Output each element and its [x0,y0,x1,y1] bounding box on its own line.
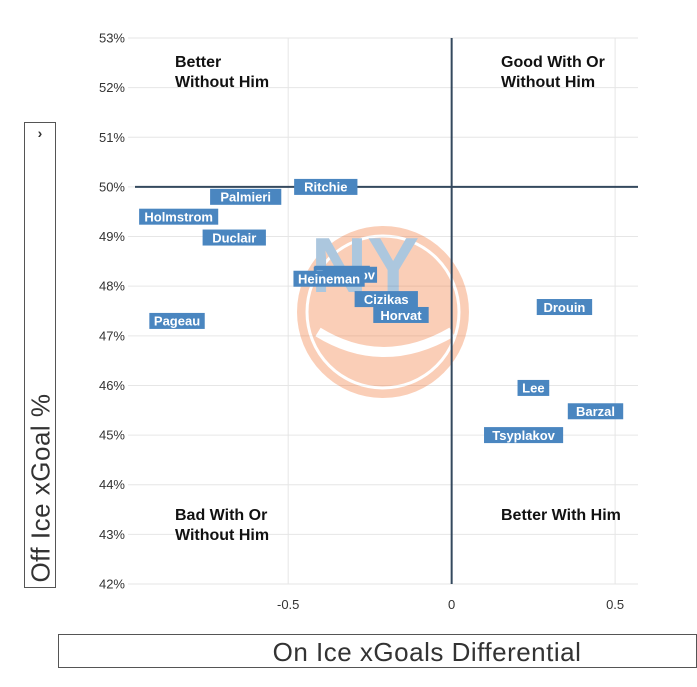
quadrant-label-line: Good With Or [501,54,605,71]
point-label: Ritchie [304,180,347,195]
quadrant-label-bad-with-or-without-him: Bad With Or Without Him [175,507,269,544]
y-axis-label: Off Ice xGoal % [25,393,56,583]
y-tick-label: 53% [99,31,125,46]
point-duclair: Duclair [202,229,266,246]
point-label-bg [373,306,429,323]
y-tick-label: 45% [99,428,125,443]
y-tick-label: 50% [99,179,125,194]
y-tick-label: 52% [99,80,125,95]
chevron-right-icon[interactable]: › [37,125,43,141]
point-label-bg [536,299,593,316]
point-label-bg [293,270,365,287]
x-tick-label: 0.5 [606,597,624,612]
y-tick-label: 43% [99,527,125,542]
point-holmstrom: Holmstrom [139,208,219,225]
point-label: Horvat [380,308,422,323]
quadrant-label-good-with-or-without-him: Good With Or Without Him [501,54,605,91]
y-axis-ticks: 42% 43% 44% 45% 46% 47% 48% 49% 50% 51% 52% 53% [99,31,125,592]
point-label: Tsyplakov [492,428,555,443]
x-tick-label: 0 [448,597,455,612]
point-label-bg [202,229,266,246]
y-tick-label: 51% [99,130,125,145]
point-label-bg [354,291,418,308]
quadrant-label-line: Without Him [501,74,595,91]
quadrant-label-line: Better With Him [501,507,621,524]
point-label: Heineman [298,272,360,287]
x-axis-label-box[interactable]: On Ice xGoals Differential [58,634,697,668]
point-label-bg [294,178,358,195]
point-palmieri: Palmieri [210,188,282,205]
reference-lines [135,38,638,584]
point-label-bg [149,312,205,329]
point-label-bg [517,379,550,396]
point-label: Barzal [576,404,615,419]
x-axis-ticks: -0.5 0 0.5 [277,597,624,612]
point-drouin: Drouin [536,299,593,316]
point-horvat: Horvat [373,306,429,323]
point-label: Drouin [543,300,585,315]
point-label-bg [210,188,282,205]
quadrant-label-better-without-him: Better Without Him [175,54,269,91]
y-tick-label: 42% [99,577,125,592]
point-label-bg [139,208,219,225]
point-label-bg [567,403,624,420]
point-label: Pageau [154,314,200,329]
point-label: Duclair [212,230,256,245]
quadrant-labels: Better Without Him Good With Or Without Him… [175,54,621,544]
point-lee: Lee [517,379,550,396]
point-label: Lee [522,381,544,396]
y-tick-label: 47% [99,328,125,343]
y-tick-label: 44% [99,477,125,492]
point-label: Cizikas [364,292,409,307]
y-tick-label: 49% [99,229,125,244]
quadrant-label-line: Bad With Or [175,507,267,524]
quadrant-label-line: Without Him [175,527,269,544]
quadrant-label-better-with-him: Better With Him [501,507,621,524]
data-points: RitchiePalmieriHolmstromDuclairPelechRom… [139,178,624,444]
quadrant-label-line: Without Him [175,74,269,91]
y-axis-label-box[interactable]: › Off Ice xGoal % [24,122,56,588]
quadrant-label-line: Better [175,54,221,71]
point-label: Palmieri [220,190,271,205]
y-tick-label: 46% [99,378,125,393]
y-tick-label: 48% [99,279,125,294]
point-barzal: Barzal [567,403,624,420]
logo-ring [305,234,461,390]
point-cizikas: Cizikas [354,291,418,308]
point-label: Holmstrom [144,209,213,224]
x-tick-label: -0.5 [277,597,299,612]
scatter-chart: NY 42%43%44%45%46%47%48%49%50%51%52%53% … [99,31,638,612]
point-heineman: Heineman [293,270,365,287]
point-ritchie: Ritchie [294,178,358,195]
logo-banner [315,327,455,357]
point-pageau: Pageau [149,312,205,329]
point-label-bg [484,427,564,444]
point-tsyplakov: Tsyplakov [484,427,564,444]
x-axis-label: On Ice xGoals Differential [272,637,582,667]
